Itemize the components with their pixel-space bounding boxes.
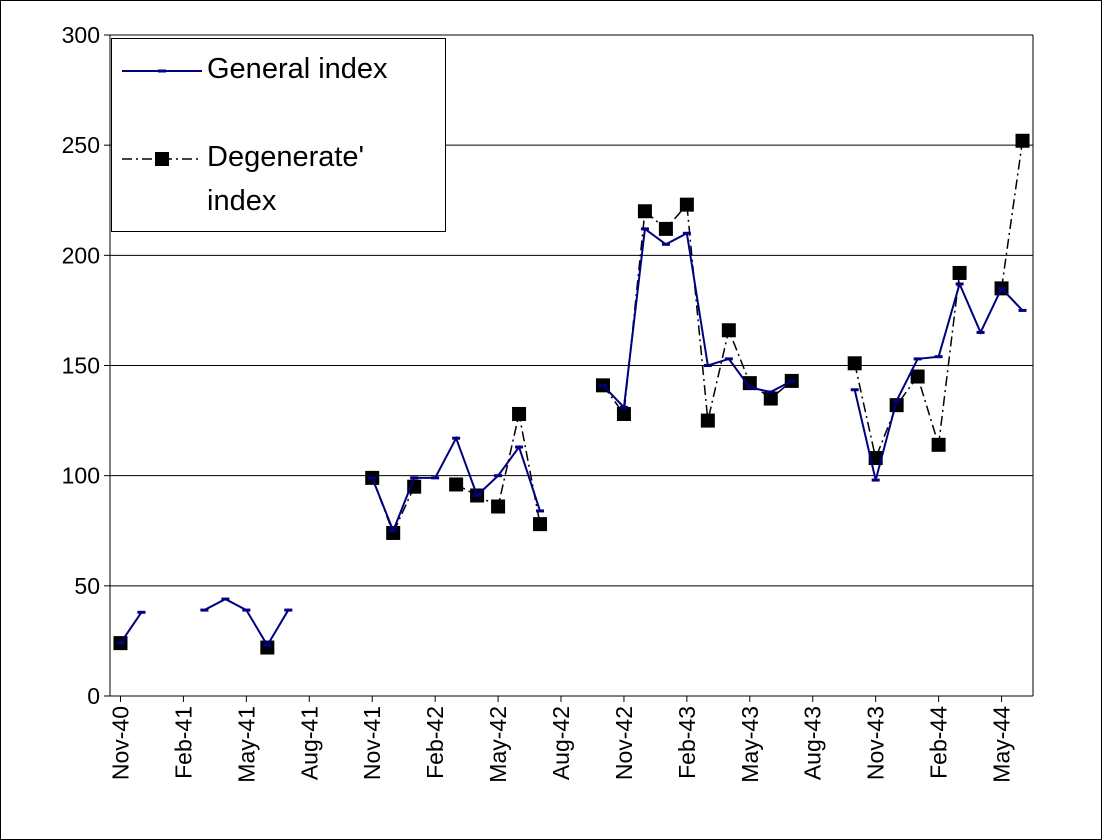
y-tick-label: 250	[62, 132, 100, 158]
legend-entry: Degenerate' index	[112, 135, 407, 223]
legend-entry: General index	[112, 47, 388, 91]
series-line	[602, 227, 793, 410]
series-line	[853, 272, 961, 461]
x-tick-label: Feb-41	[170, 706, 196, 779]
x-tick-label: Feb-42	[422, 706, 448, 779]
x-tick-label: May-41	[233, 706, 259, 783]
x-tick-label: Nov-41	[359, 706, 385, 780]
x-tick-label: Feb-43	[674, 706, 700, 779]
point-marker	[952, 265, 967, 280]
x-tick-label: Aug-41	[296, 706, 322, 780]
x-tick-label: Nov-43	[863, 706, 889, 780]
x-tick-label: Aug-42	[548, 706, 574, 780]
x-tick-label: May-44	[989, 706, 1015, 783]
x-tick-label: Nov-42	[611, 706, 637, 780]
point-marker	[407, 479, 422, 494]
y-tick-label: 50	[74, 573, 100, 599]
x-tick-label: Aug-43	[800, 706, 826, 780]
point-marker	[533, 517, 548, 532]
point-marker	[512, 406, 527, 421]
x-tick-label: May-42	[485, 706, 511, 783]
point-marker	[491, 499, 506, 514]
point-marker	[658, 221, 673, 236]
point-marker	[721, 323, 736, 338]
y-tick-label: 300	[62, 22, 100, 48]
y-tick-label: 100	[62, 463, 100, 489]
point-marker	[910, 369, 925, 384]
y-tick-label: 150	[62, 353, 100, 379]
point-marker	[700, 413, 715, 428]
point-marker	[1015, 133, 1030, 148]
point-marker	[679, 197, 694, 212]
series-line	[1000, 140, 1024, 289]
x-tick-label: Nov-40	[107, 706, 133, 780]
legend: General index Degenerate' index	[111, 38, 446, 232]
legend-label: General index	[207, 53, 388, 85]
series-line	[119, 611, 143, 644]
point-marker	[637, 204, 652, 219]
point-marker	[449, 477, 464, 492]
point-marker	[616, 406, 631, 421]
point-marker	[260, 640, 275, 655]
point-marker	[847, 356, 862, 371]
y-tick-label: 0	[87, 683, 100, 709]
series-line	[602, 202, 793, 421]
legend-marker	[155, 152, 169, 166]
legend-label: Degenerate' index	[207, 141, 365, 217]
point-marker	[931, 437, 946, 452]
x-tick-label: May-43	[737, 706, 763, 783]
y-tick-label: 200	[62, 242, 100, 268]
legend-swatch	[122, 152, 202, 166]
point-marker	[763, 391, 778, 406]
x-tick-label: Feb-44	[926, 706, 952, 779]
legend-swatch	[122, 69, 202, 73]
